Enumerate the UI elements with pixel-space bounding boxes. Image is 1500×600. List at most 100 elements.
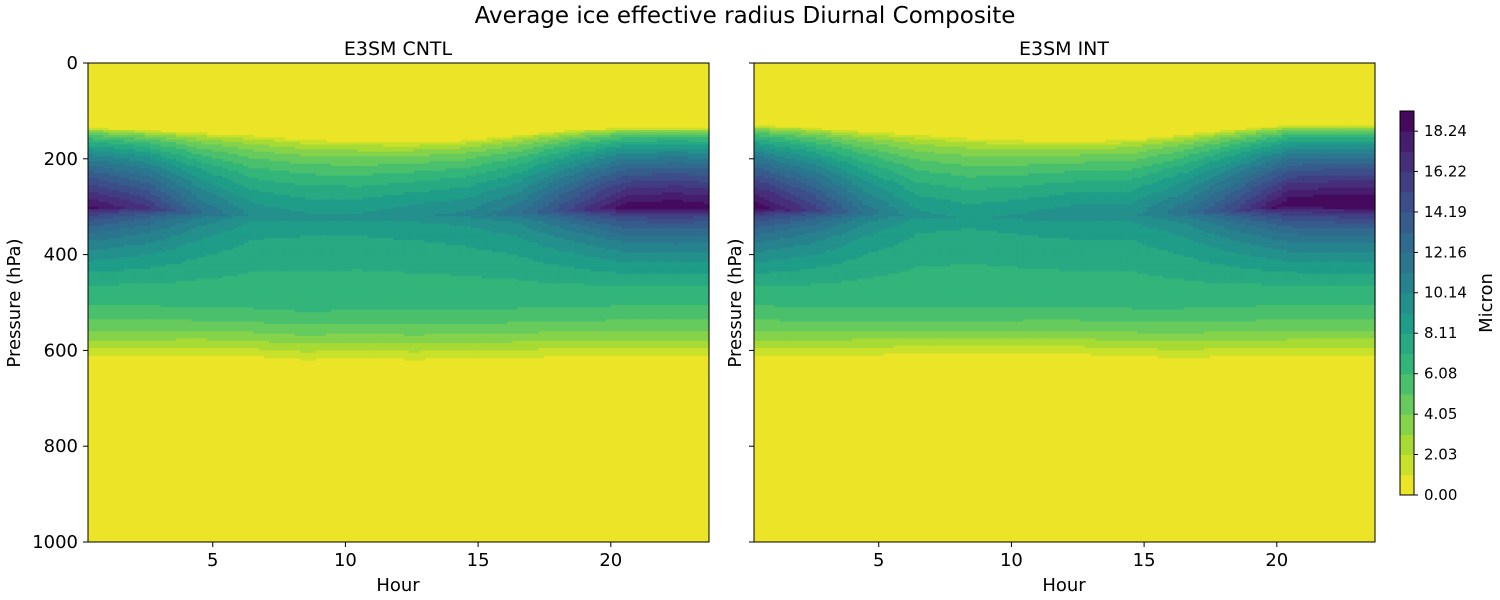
heatmap-cell <box>305 173 312 177</box>
heatmap-cell <box>196 168 203 172</box>
heatmap-cell <box>181 201 187 205</box>
heatmap-cell <box>207 137 213 141</box>
heatmap-cell <box>196 199 203 203</box>
heatmap-cell <box>103 307 110 311</box>
heatmap-cell <box>289 165 296 169</box>
heatmap-cell <box>181 192 187 196</box>
heatmap-cell <box>315 340 322 344</box>
heatmap-cell <box>119 328 125 332</box>
heatmap-cell <box>108 240 115 244</box>
heatmap-cell <box>269 151 275 155</box>
heatmap-cell <box>248 252 255 256</box>
heatmap-cell <box>88 350 94 354</box>
heatmap-cell <box>232 216 239 220</box>
heatmap-cell <box>134 297 141 301</box>
heatmap-cell <box>124 218 130 222</box>
heatmap-cell <box>284 233 291 237</box>
heatmap-cell <box>139 338 146 342</box>
heatmap-cell <box>134 333 141 337</box>
heatmap-cell <box>139 158 146 162</box>
heatmap-cell <box>289 271 296 275</box>
heatmap-cell <box>279 187 286 191</box>
heatmap-cell <box>201 149 208 153</box>
heatmap-cell <box>295 146 301 150</box>
heatmap-cell <box>201 297 208 301</box>
heatmap-cell <box>217 158 224 162</box>
heatmap-cell <box>227 211 234 215</box>
heatmap-cell <box>310 285 317 289</box>
heatmap-cell <box>134 283 141 287</box>
heatmap-cell <box>269 273 275 277</box>
heatmap-cell <box>243 144 250 148</box>
heatmap-cell <box>320 194 327 198</box>
heatmap-cell <box>279 165 286 169</box>
heatmap-cell <box>98 149 105 153</box>
heatmap-cell <box>88 225 94 229</box>
heatmap-cell <box>320 350 327 354</box>
heatmap-cell <box>191 185 198 189</box>
heatmap-cell <box>191 252 198 256</box>
heatmap-cell <box>129 331 136 335</box>
heatmap-cell <box>320 283 327 287</box>
heatmap-cell <box>108 348 115 351</box>
heatmap-cell <box>196 321 203 325</box>
heatmap-cell <box>207 257 213 260</box>
heatmap-cell <box>181 283 187 287</box>
heatmap-cell <box>351 355 358 359</box>
heatmap-cell <box>238 201 244 205</box>
heatmap-cell <box>284 338 291 342</box>
heatmap-cell <box>227 197 234 201</box>
heatmap-cell <box>253 304 260 308</box>
heatmap-cell <box>181 268 187 272</box>
heatmap-cell <box>274 343 281 347</box>
heatmap-cell <box>238 314 244 318</box>
heatmap-cell <box>310 163 317 167</box>
heatmap-cell <box>150 300 156 304</box>
heatmap-cell <box>274 170 281 174</box>
heatmap-cell <box>170 283 177 287</box>
heatmap-cell <box>108 180 115 184</box>
heatmap-cell <box>295 261 301 265</box>
heatmap-cell <box>305 233 312 237</box>
heatmap-cell <box>263 343 270 347</box>
heatmap-cell <box>284 197 291 201</box>
heatmap-cell <box>191 249 198 253</box>
heatmap-cell <box>170 266 177 270</box>
heatmap-cell <box>139 189 146 193</box>
heatmap-cell <box>98 264 105 268</box>
heatmap-cell <box>186 225 193 229</box>
heatmap-cell <box>165 295 172 299</box>
heatmap-cell <box>165 192 172 196</box>
heatmap-cell <box>196 295 203 299</box>
heatmap-cell <box>134 228 141 232</box>
heatmap-cell <box>165 139 172 143</box>
heatmap-cell <box>315 242 322 246</box>
heatmap-cell <box>274 230 281 234</box>
heatmap-cell <box>144 326 151 330</box>
heatmap-cell <box>295 242 301 246</box>
heatmap-cell <box>201 336 208 340</box>
heatmap-cell <box>263 187 270 191</box>
heatmap-cell <box>113 170 120 174</box>
heatmap-cell <box>170 331 177 335</box>
heatmap-cell <box>165 328 172 332</box>
heatmap-cell <box>201 290 208 294</box>
heatmap-cell <box>150 345 156 349</box>
heatmap-cell <box>243 252 250 256</box>
heatmap-cell <box>320 233 327 237</box>
heatmap-cell <box>248 297 255 301</box>
heatmap-cell <box>222 309 229 313</box>
heatmap-cell <box>170 297 177 301</box>
heatmap-cell <box>300 199 306 203</box>
heatmap-cell <box>274 268 281 272</box>
heatmap-cell <box>284 221 291 225</box>
heatmap-cell <box>315 170 322 174</box>
heatmap-cell <box>315 144 322 148</box>
heatmap-cell <box>129 345 136 349</box>
heatmap-cell <box>300 271 306 275</box>
heatmap-cell <box>124 213 130 217</box>
heatmap-cell <box>170 165 177 169</box>
heatmap-cell <box>139 216 146 220</box>
heatmap-cell <box>238 240 244 244</box>
heatmap-cell <box>253 185 260 189</box>
